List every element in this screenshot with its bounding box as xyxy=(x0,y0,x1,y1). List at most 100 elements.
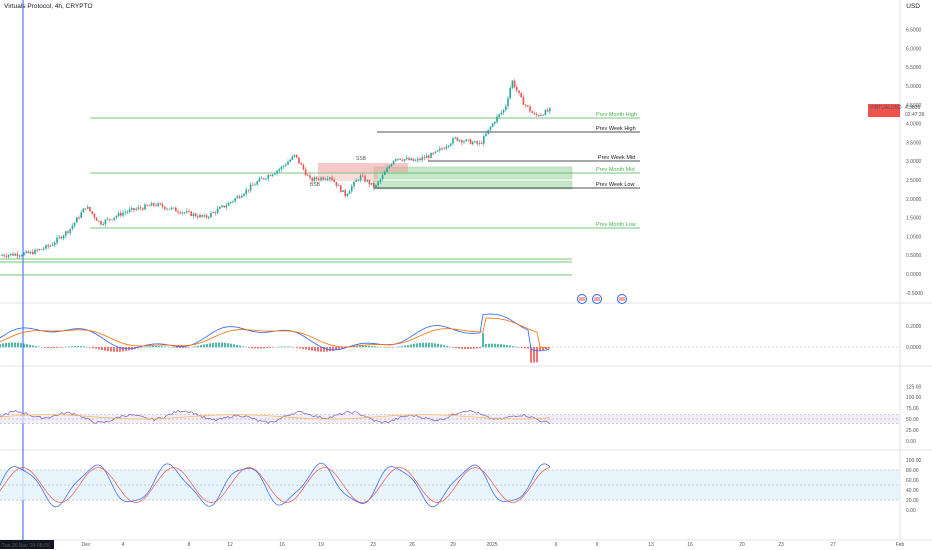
macd-histogram-bar xyxy=(515,346,517,348)
stoch-tick-label: 0.00 xyxy=(906,508,916,514)
price-candle xyxy=(351,186,353,192)
macd-histogram-bar xyxy=(17,342,19,348)
macd-histogram-bar xyxy=(242,346,244,348)
price-candle xyxy=(109,218,111,220)
level-label: Prev Month Low xyxy=(596,222,636,228)
stoch-d-line xyxy=(0,467,551,503)
rsi-line xyxy=(0,409,551,425)
price-candle xyxy=(78,217,80,219)
price-candle xyxy=(368,180,371,185)
macd-histogram-bar xyxy=(2,343,4,348)
price-candle xyxy=(210,212,212,218)
price-candle xyxy=(452,138,454,144)
price-candle xyxy=(487,129,489,134)
price-candle xyxy=(474,141,476,143)
macd-histogram-bar xyxy=(476,347,478,349)
macd-histogram-bar xyxy=(341,347,343,349)
macd-histogram-bar xyxy=(398,346,400,348)
macd-histogram-bar xyxy=(56,347,58,348)
macd-histogram-bar xyxy=(461,347,463,349)
price-candle xyxy=(245,189,247,194)
price-candle xyxy=(274,173,276,175)
price-candle xyxy=(87,207,89,209)
macd-histogram-bar xyxy=(389,347,391,348)
price-candle xyxy=(65,231,67,236)
macd-histogram-bar xyxy=(386,347,388,348)
price-candle xyxy=(346,193,349,197)
macd-histogram-bar xyxy=(443,345,445,348)
price-candle xyxy=(36,249,38,251)
macd-histogram-bar xyxy=(335,347,337,351)
price-candle xyxy=(381,174,384,180)
time-tick-label: Dec xyxy=(82,542,91,548)
price-candle xyxy=(102,224,104,225)
price-candle xyxy=(291,156,294,160)
price-candle xyxy=(461,140,463,143)
price-candle xyxy=(117,213,120,217)
macd-histogram-bar xyxy=(368,345,370,348)
price-candle xyxy=(135,208,137,210)
macd-histogram-bar xyxy=(503,344,505,348)
macd-histogram-bar xyxy=(374,346,376,348)
price-candle xyxy=(529,106,531,112)
macd-histogram-bar xyxy=(305,347,307,350)
macd-histogram-bar xyxy=(203,344,205,348)
price-candle xyxy=(54,242,56,245)
macd-histogram-bar xyxy=(332,347,334,351)
macd-histogram-bar xyxy=(449,346,451,348)
price-candle xyxy=(183,212,186,214)
price-candle xyxy=(472,142,474,145)
macd-histogram-bar xyxy=(212,342,214,348)
price-candle xyxy=(434,151,437,154)
price-candle xyxy=(509,88,511,99)
macd-tick-label: 0.0000 xyxy=(906,345,922,351)
price-candle xyxy=(40,249,43,250)
price-tick-label: -0.5000 xyxy=(906,291,923,297)
price-tick-label: 3.5000 xyxy=(906,140,922,146)
macd-histogram-bar xyxy=(287,346,289,348)
macd-histogram-bar xyxy=(200,345,202,348)
price-candle xyxy=(236,196,239,199)
price-candle xyxy=(221,205,223,208)
price-candle xyxy=(408,158,410,161)
macd-histogram-bar xyxy=(116,347,118,352)
time-tick-label: 20 xyxy=(739,542,745,548)
price-candle xyxy=(417,158,419,161)
time-tick-label: 13 xyxy=(648,542,654,548)
price-candle xyxy=(278,169,280,171)
economic-event-icon[interactable] xyxy=(617,294,627,304)
price-badge-bg xyxy=(868,104,900,117)
rsi-tick-label: 25.00 xyxy=(906,428,919,434)
macd-histogram-bar xyxy=(224,342,226,348)
price-candle xyxy=(414,160,417,162)
stoch-k-line xyxy=(0,462,551,508)
price-candle xyxy=(89,207,91,212)
price-candle xyxy=(10,253,12,256)
macd-histogram-bar xyxy=(50,347,52,349)
price-candle xyxy=(318,179,320,180)
price-candle xyxy=(357,179,360,181)
macd-histogram-bar xyxy=(233,344,235,348)
macd-histogram-bar xyxy=(533,347,535,363)
macd-histogram-bar xyxy=(14,342,16,348)
macd-line xyxy=(0,313,550,352)
price-candle xyxy=(377,181,379,185)
price-candle xyxy=(542,114,544,116)
price-candle xyxy=(531,111,533,113)
price-candle xyxy=(302,164,305,170)
price-candle xyxy=(128,209,131,212)
macd-histogram-bar xyxy=(254,347,256,349)
price-candle xyxy=(150,203,153,206)
macd-histogram-bar xyxy=(29,344,31,348)
price-candle xyxy=(463,141,465,143)
macd-histogram-bar xyxy=(26,344,28,348)
macd-histogram-bar xyxy=(44,347,46,348)
macd-histogram-bar xyxy=(182,347,184,349)
price-candle xyxy=(203,215,206,217)
rsi-ma-line xyxy=(0,414,551,420)
price-candle xyxy=(252,184,254,186)
economic-event-icon[interactable] xyxy=(577,294,587,304)
economic-event-icon[interactable] xyxy=(592,294,602,304)
macd-histogram-bar xyxy=(359,345,361,348)
